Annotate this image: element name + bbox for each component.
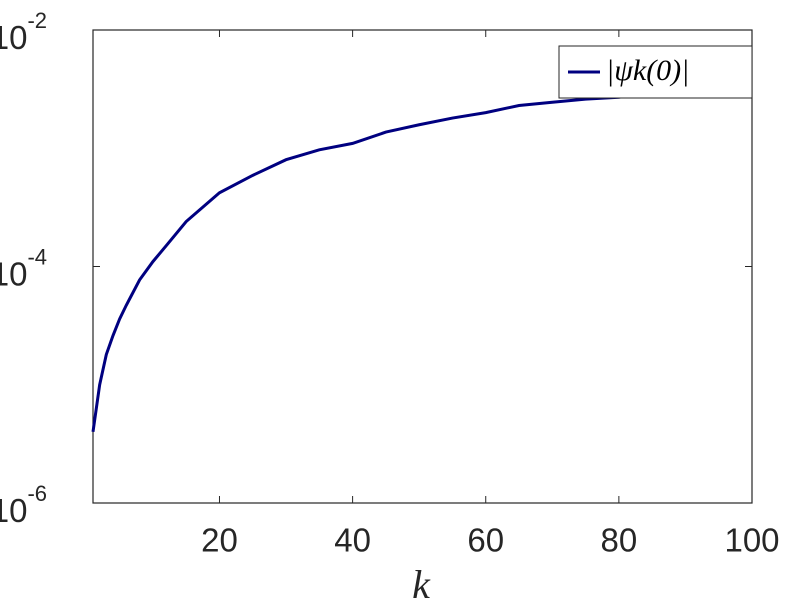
- y-tick-exponent: -4: [27, 244, 47, 269]
- x-tick-label: 100: [724, 522, 779, 559]
- legend: |ψk(0)|: [558, 45, 753, 99]
- y-tick-base: 10: [0, 255, 27, 292]
- x-tick-label: 60: [467, 522, 504, 559]
- y-tick-label: 10-2: [0, 8, 47, 56]
- y-tick-label: 10-4: [0, 244, 47, 292]
- y-tick-base: 10: [0, 492, 27, 529]
- plot-frame: [92, 29, 753, 504]
- legend-label: |ψk(0)|: [606, 54, 689, 87]
- x-tick-label: 80: [601, 522, 638, 559]
- y-tick-label: 10-6: [0, 481, 47, 529]
- x-tick-label: 40: [334, 522, 371, 559]
- x-axis-label: k: [412, 562, 431, 607]
- y-tick-exponent: -6: [27, 481, 47, 506]
- x-tick-label: 20: [201, 522, 238, 559]
- y-tick-base: 10: [0, 19, 27, 56]
- y-tick-exponent: -2: [27, 8, 47, 33]
